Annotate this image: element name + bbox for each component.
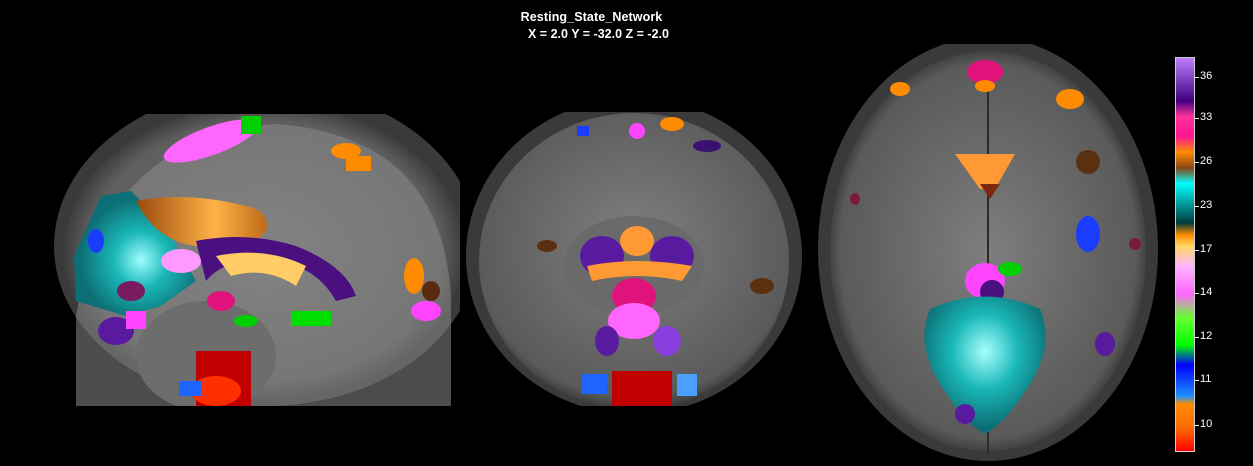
cyan-region <box>924 296 1046 434</box>
colorbar-tick-mark <box>1195 118 1199 119</box>
colorbar-tick-mark <box>1195 77 1199 78</box>
colorbar-tick-label: 10 <box>1200 418 1213 430</box>
colorbar-tick-label: 11 <box>1200 373 1212 385</box>
sagittal-brain-view <box>46 106 460 406</box>
colorbar-tick-label: 17 <box>1200 243 1213 255</box>
colorbar-tick-mark <box>1195 162 1199 163</box>
figure-title: Resting_State_Network <box>520 10 663 24</box>
orange-region <box>136 197 267 249</box>
coronal-brain-view <box>462 106 810 406</box>
colorbar-tick-label: 14 <box>1200 286 1213 298</box>
colorbar <box>1175 57 1195 452</box>
colorbar-tick-label: 23 <box>1200 199 1213 211</box>
coordinate-readout: X = 2.0 Y = -32.0 Z = -2.0 <box>528 27 669 41</box>
colorbar-tick-mark <box>1195 425 1199 426</box>
cyan-region <box>74 191 196 316</box>
colorbar-tick-label: 12 <box>1200 330 1213 342</box>
colorbar-tick-label: 33 <box>1200 111 1213 123</box>
colorbar-tick-mark <box>1195 206 1199 207</box>
colorbar-tick-mark <box>1195 250 1199 251</box>
colorbar-tick-label: 36 <box>1200 70 1213 82</box>
axial-brain-view <box>810 44 1167 462</box>
colorbar-tick-label: 26 <box>1200 155 1213 167</box>
colorbar-tick-mark <box>1195 293 1199 294</box>
colorbar-tick-mark <box>1195 380 1199 381</box>
colorbar-tick-mark <box>1195 337 1199 338</box>
